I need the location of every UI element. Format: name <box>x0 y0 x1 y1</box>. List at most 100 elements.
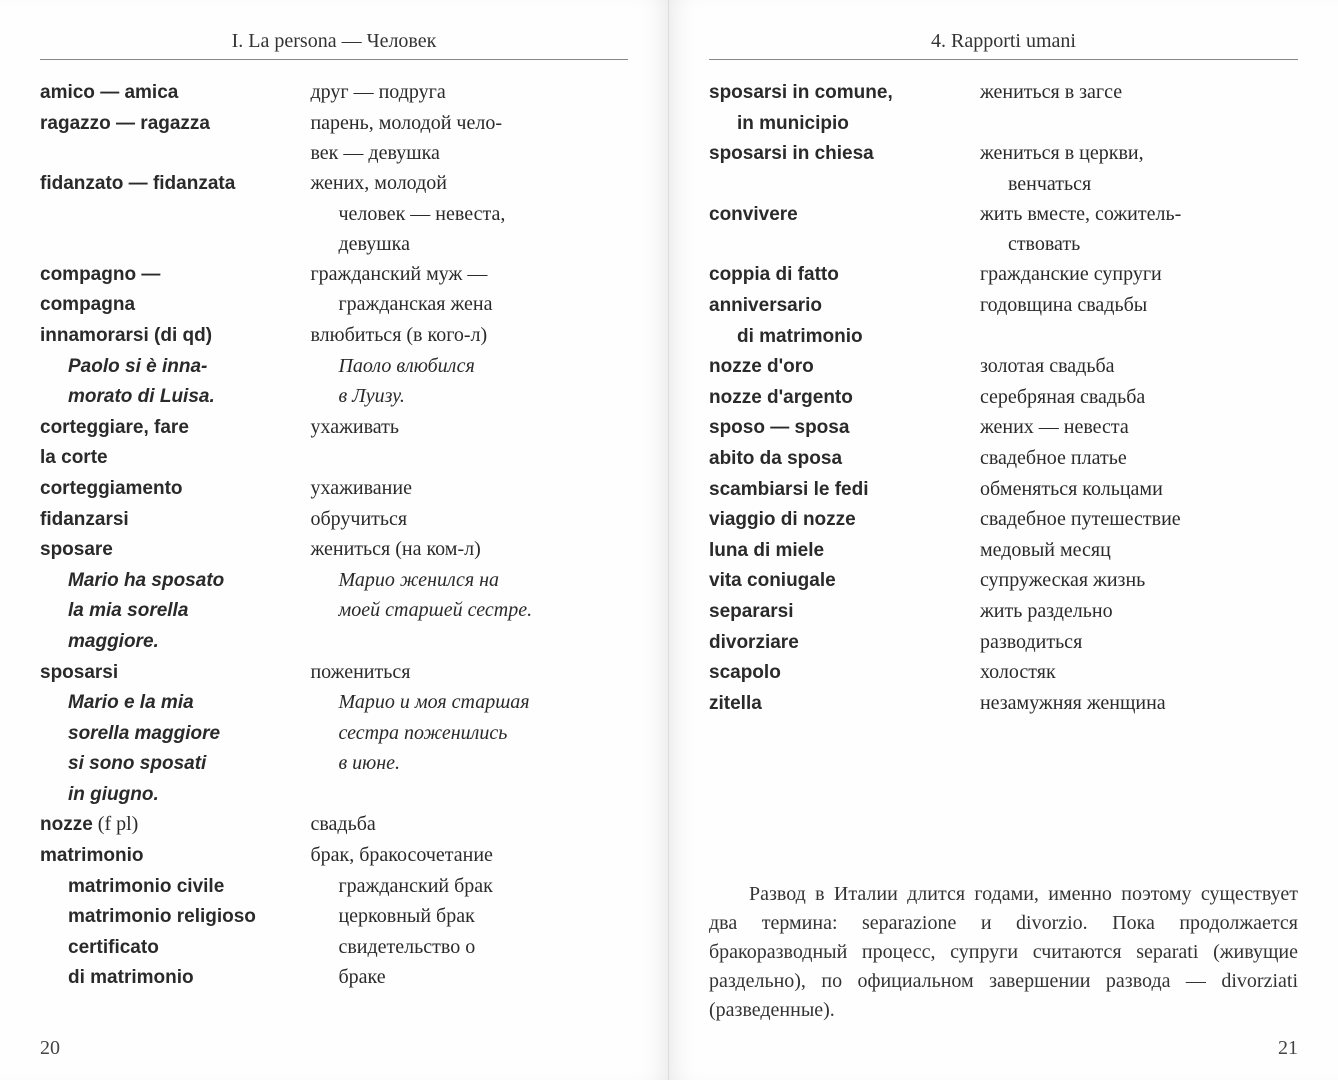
translation: незамужняя женщина <box>980 689 1298 718</box>
translation: свидетельство о <box>310 933 628 962</box>
vocab-entry: di matrimonioбраке <box>40 963 628 992</box>
translation: свадебное платье <box>980 444 1298 473</box>
vocab-entry: corteggiamentoухаживание <box>40 474 628 503</box>
translation: церковный брак <box>310 902 628 931</box>
vocab-entry: sposareжениться (на ком-л) <box>40 535 628 564</box>
translation: моей старшей сестре. <box>310 596 628 625</box>
translation: медовый месяц <box>980 536 1298 565</box>
vocab-entry: maggiore. <box>40 627 628 656</box>
vocab-entry: sposarsiпожениться <box>40 658 628 687</box>
translation: гражданские супруги <box>980 260 1298 289</box>
term: la mia sorella <box>40 596 310 625</box>
vocab-entry: si sono sposatiв июне. <box>40 749 628 778</box>
vocab-entry: separarsiжить раздельно <box>709 597 1298 626</box>
term: compagno — <box>40 260 310 289</box>
term: Paolo si è inna- <box>40 352 310 381</box>
translation <box>310 627 628 656</box>
translation: холостяк <box>980 658 1298 687</box>
term: innamorarsi (di qd) <box>40 321 310 350</box>
note-paragraph: Развод в Италии длится годами, именно по… <box>709 880 1298 1025</box>
vocab-entry: compagnaгражданская жена <box>40 290 628 319</box>
vocab-entry: matrimonio religiosoцерковный брак <box>40 902 628 931</box>
term: corteggiare, fare <box>40 413 310 442</box>
translation: обменяться кольцами <box>980 475 1298 504</box>
vocab-entry: sposo — sposaжених — невеста <box>709 413 1298 442</box>
term <box>709 170 980 198</box>
term <box>40 139 310 167</box>
translation: обручиться <box>310 505 628 534</box>
vocab-entry: amico — amicaдруг — подруга <box>40 78 628 107</box>
term: di matrimonio <box>40 963 310 992</box>
vocab-entry: viaggio di nozzeсвадебное путешествие <box>709 505 1298 534</box>
translation: в июне. <box>310 749 628 778</box>
translation: гражданский муж — <box>310 260 628 289</box>
translation: разводиться <box>980 628 1298 657</box>
vocab-entry: in municipio <box>709 109 1298 138</box>
term: sposarsi <box>40 658 310 687</box>
vocab-entry: девушка <box>40 230 628 258</box>
vocab-entry: Mario e la miaМарио и моя старшая <box>40 688 628 717</box>
page-right: 4. Rapporti umani sposarsi in comune,жен… <box>669 0 1338 1080</box>
term: ragazzo — ragazza <box>40 109 310 138</box>
term: coppia di fatto <box>709 260 980 289</box>
term <box>40 200 310 228</box>
term: in giugno. <box>40 780 310 809</box>
translation: брак, бракосочетание <box>310 841 628 870</box>
translation: супружеская жизнь <box>980 566 1298 595</box>
term: anniversario <box>709 291 980 320</box>
vocab-entry: человек — невеста, <box>40 200 628 228</box>
term: si sono sposati <box>40 749 310 778</box>
term: scambiarsi le fedi <box>709 475 980 504</box>
vocab-entry: fidanzarsiобручиться <box>40 505 628 534</box>
term: luna di miele <box>709 536 980 565</box>
vocab-entry: abito da sposaсвадебное платье <box>709 444 1298 473</box>
translation: жених — невеста <box>980 413 1298 442</box>
term: la corte <box>40 443 310 472</box>
translation: браке <box>310 963 628 992</box>
vocab-entry: certificatoсвидетельство о <box>40 933 628 962</box>
vocab-entry: ствовать <box>709 230 1298 258</box>
term: maggiore. <box>40 627 310 656</box>
vocab-entry: Paolo si è inna-Паоло влюбился <box>40 352 628 381</box>
vocab-entry: sorella maggioreсестра поженились <box>40 719 628 748</box>
translation: Марио женился на <box>310 566 628 595</box>
vocab-entry: matrimonioбрак, бракосочетание <box>40 841 628 870</box>
term: matrimonio <box>40 841 310 870</box>
vocab-entry: век — девушка <box>40 139 628 167</box>
vocab-entry: scambiarsi le fediобменяться кольцами <box>709 475 1298 504</box>
vocab-entry: vita coniugaleсупружеская жизнь <box>709 566 1298 595</box>
vocab-entry: ragazzo — ragazzaпарень, молодой чело- <box>40 109 628 138</box>
translation: гражданский брак <box>310 872 628 901</box>
term: di matrimonio <box>709 322 980 351</box>
translation: ухаживать <box>310 413 628 442</box>
term: vita coniugale <box>709 566 980 595</box>
page-number-right: 21 <box>709 1025 1298 1060</box>
translation <box>310 443 628 472</box>
term: sorella maggiore <box>40 719 310 748</box>
translation <box>980 109 1298 138</box>
translation: сестра поженились <box>310 719 628 748</box>
translation: Паоло влюбился <box>310 352 628 381</box>
page-left: I. La persona — Человек amico — amicaдру… <box>0 0 669 1080</box>
translation: жениться в загсе <box>980 78 1298 107</box>
entries-right: sposarsi in comune,жениться в загсеin mu… <box>709 78 1298 844</box>
vocab-entry: compagno —гражданский муж — <box>40 260 628 289</box>
vocab-entry: luna di mieleмедовый месяц <box>709 536 1298 565</box>
vocab-entry: coppia di fattoгражданские супруги <box>709 260 1298 289</box>
term <box>40 230 310 258</box>
term: abito da sposa <box>709 444 980 473</box>
translation: годовщина свадьбы <box>980 291 1298 320</box>
translation <box>980 322 1298 351</box>
translation: золотая свадьба <box>980 352 1298 381</box>
translation: свадебное путешествие <box>980 505 1298 534</box>
vocab-entry: di matrimonio <box>709 322 1298 351</box>
page-header-right: 4. Rapporti umani <box>709 30 1298 60</box>
vocab-entry: sposarsi in chiesaжениться в церкви, <box>709 139 1298 168</box>
term: matrimonio civile <box>40 872 310 901</box>
page-header-left: I. La persona — Человек <box>40 30 628 60</box>
term: sposo — sposa <box>709 413 980 442</box>
term: certificato <box>40 933 310 962</box>
translation <box>310 780 628 809</box>
translation: пожениться <box>310 658 628 687</box>
entries-left: amico — amicaдруг — подругаragazzo — rag… <box>40 78 628 1025</box>
